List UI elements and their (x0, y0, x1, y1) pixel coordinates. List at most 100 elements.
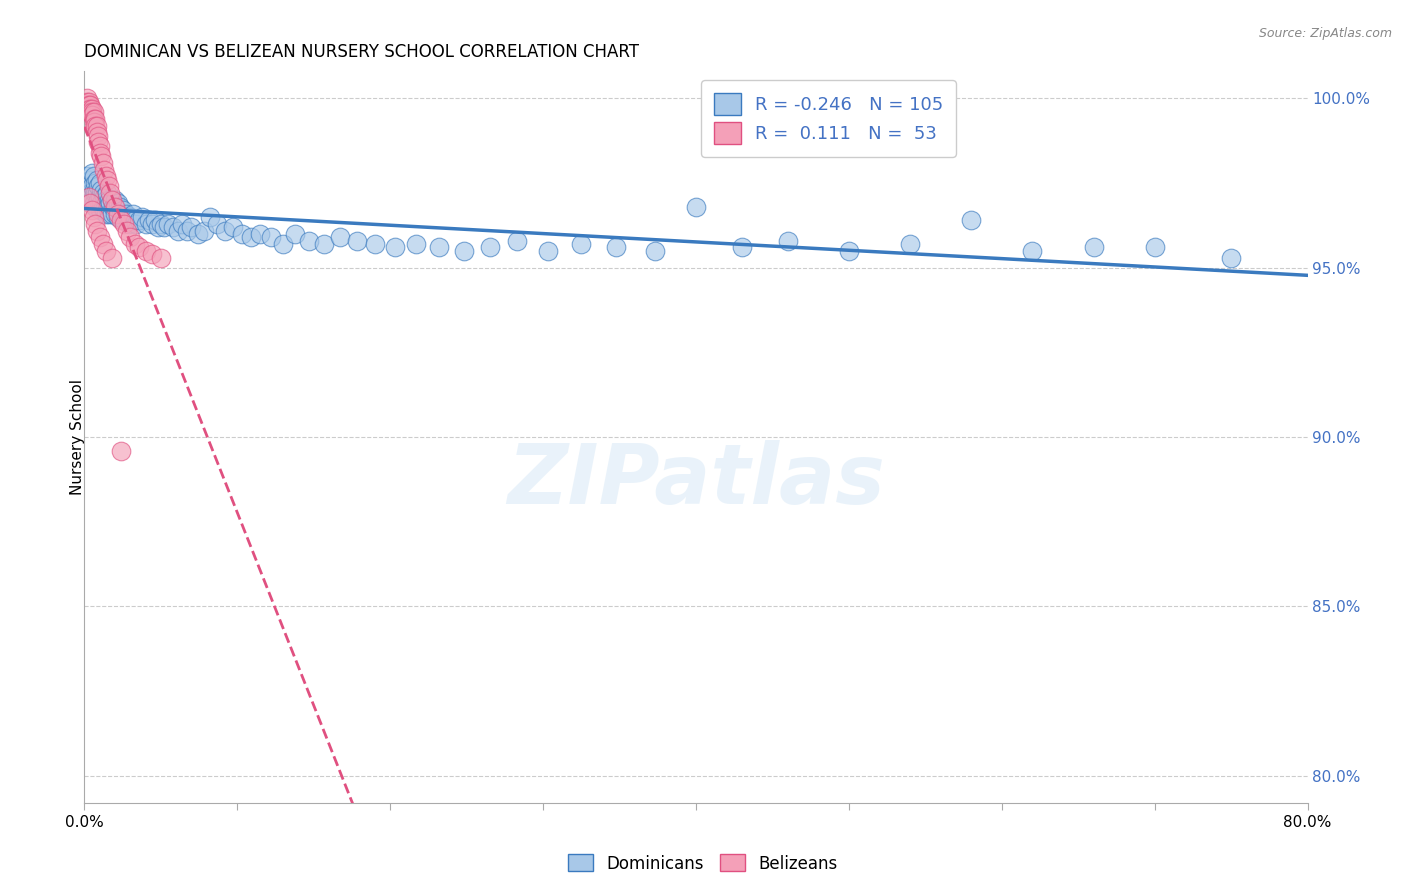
Point (87, 136, 110, 150)
Point (124, 237, 146, 252)
Point (898, 237, 921, 252)
Point (101, 206, 124, 220)
Point (166, 223, 188, 237)
Point (76, 98, 98, 112)
Point (80, 203, 103, 218)
Point (89, 230, 111, 244)
Point (346, 234, 368, 248)
Point (207, 217, 229, 231)
Point (96, 172, 118, 186)
Text: DOMINICAN VS BELIZEAN NURSERY SCHOOL CORRELATION CHART: DOMINICAN VS BELIZEAN NURSERY SCHOOL COR… (84, 44, 640, 62)
Point (405, 237, 427, 252)
Point (108, 200, 131, 214)
Point (214, 223, 236, 237)
Y-axis label: Nursery School: Nursery School (70, 379, 84, 495)
Point (115, 210, 138, 224)
Point (569, 237, 592, 252)
Point (83, 210, 105, 224)
Point (110, 213, 132, 227)
Point (98, 186, 121, 201)
Point (87, 128, 110, 143)
Point (91, 200, 114, 214)
Point (80, 108, 103, 122)
Point (157, 217, 180, 231)
Point (153, 220, 176, 235)
Point (180, 220, 202, 235)
Point (112, 213, 135, 227)
Point (104, 193, 127, 207)
Point (314, 237, 336, 252)
Point (77, 189, 100, 203)
Point (79, 105, 101, 120)
Point (960, 213, 983, 227)
Point (138, 213, 160, 227)
Point (89, 203, 111, 218)
Point (149, 251, 172, 265)
Point (172, 217, 194, 231)
Point (83, 169, 105, 184)
Point (77, 189, 100, 203)
Point (86, 223, 108, 237)
Point (89, 145, 111, 160)
Point (193, 223, 215, 237)
Point (77, 98, 100, 112)
Point (135, 244, 157, 258)
Point (86, 186, 108, 201)
Point (96, 186, 118, 201)
Point (120, 210, 142, 224)
Point (79, 172, 101, 186)
Point (537, 244, 560, 258)
Point (149, 217, 172, 231)
Point (83, 115, 105, 129)
Point (478, 240, 501, 254)
Point (105, 200, 128, 214)
Point (221, 220, 243, 235)
Point (89, 189, 111, 203)
Point (84, 217, 107, 231)
Point (1083, 240, 1105, 254)
Point (240, 230, 263, 244)
Point (260, 230, 283, 244)
Point (93, 203, 115, 218)
Point (87, 179, 110, 194)
Point (125, 217, 148, 231)
Point (90, 196, 112, 211)
Point (128, 213, 150, 227)
Point (84, 176, 107, 190)
Legend: Dominicans, Belizeans: Dominicans, Belizeans (561, 847, 845, 880)
Point (83, 112, 105, 126)
Point (76, 169, 98, 184)
Point (384, 240, 406, 254)
Point (94, 169, 117, 184)
Point (364, 237, 387, 252)
Text: Source: ZipAtlas.com: Source: ZipAtlas.com (1258, 27, 1392, 40)
Point (86, 125, 108, 139)
Point (83, 196, 105, 211)
Point (90, 149, 112, 163)
Point (97, 179, 120, 194)
Point (128, 240, 150, 254)
Point (101, 193, 124, 207)
Point (103, 200, 125, 214)
Point (87, 193, 110, 207)
Point (107, 196, 129, 211)
Point (97, 206, 120, 220)
Point (162, 220, 184, 235)
Point (96, 200, 118, 214)
Point (176, 223, 198, 237)
Point (143, 213, 166, 227)
Point (101, 251, 124, 265)
Point (298, 234, 321, 248)
Point (86, 119, 108, 133)
Point (1220, 251, 1243, 265)
Point (101, 193, 124, 207)
Point (135, 217, 157, 231)
Point (77, 102, 100, 116)
Point (84, 112, 107, 126)
Point (271, 237, 294, 252)
Point (731, 240, 754, 254)
Point (1021, 244, 1043, 258)
Point (77, 95, 100, 109)
Point (104, 206, 127, 220)
Point (79, 98, 101, 112)
